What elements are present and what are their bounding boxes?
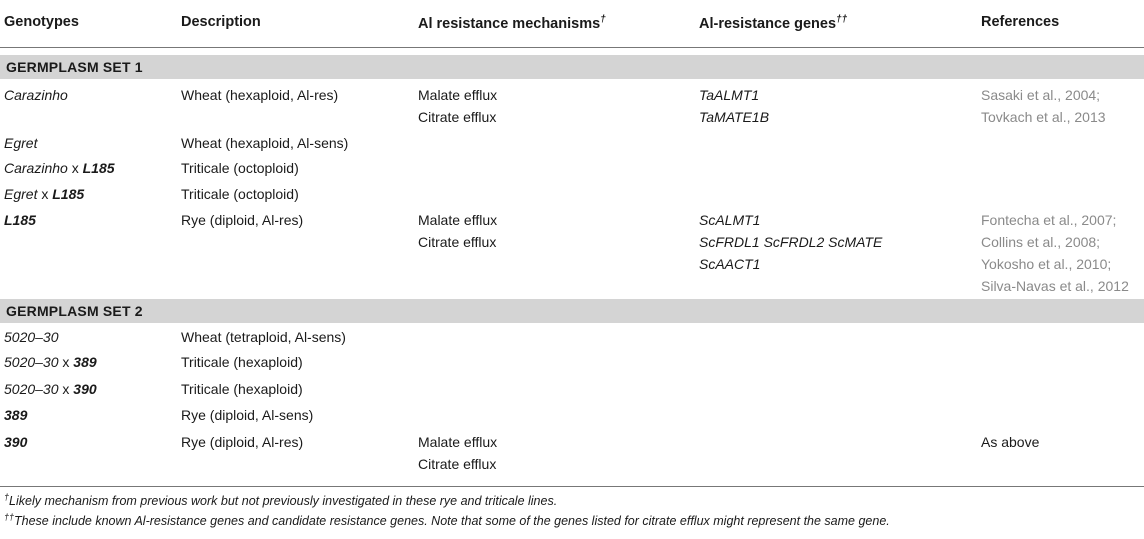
genotype-parent: Carazinho: [4, 87, 68, 103]
genotype-parent: Egret: [4, 135, 38, 151]
genotype-cell: Egret: [4, 132, 37, 154]
description-cell: Triticale (octoploid): [181, 160, 299, 176]
germplasm-set-band: GERMPLASM SET 1: [0, 55, 1144, 79]
genotype-parent: 5020–30: [4, 329, 59, 345]
reference-item: Silva-Navas et al., 2012: [981, 278, 1129, 294]
mechanism-item: Malate efflux: [418, 212, 498, 228]
description-cell: Wheat (hexaploid, Al-sens): [181, 135, 349, 151]
genotype-cell: Carazinho: [4, 84, 68, 106]
header-rule: [0, 47, 1144, 48]
genotype-cell: Carazinho x L185: [4, 157, 115, 179]
germplasm-set-band: GERMPLASM SET 2: [0, 299, 1144, 323]
reference-item: Yokosho et al., 2010;: [981, 256, 1112, 272]
description-cell: Rye (diploid, Al-res): [181, 434, 304, 450]
gene-item: ScALMT1: [699, 212, 761, 228]
header-description: Description: [181, 14, 261, 30]
genotype-cell: 5020–30 x 390: [4, 378, 97, 400]
germplasm-set-title: GERMPLASM SET 1: [6, 59, 143, 75]
genotype-rye-line: L185: [82, 160, 115, 176]
genotype-rye-line: 390: [73, 381, 97, 397]
genotype-parent: Egret: [4, 186, 38, 202]
cross-symbol: x: [58, 381, 74, 397]
header-genes: Al-resistance genes††: [699, 14, 848, 32]
genotype-rye-line: 390: [4, 434, 28, 450]
mechanism-item: Malate efflux: [418, 434, 498, 450]
description-cell: Triticale (hexaploid): [181, 381, 303, 397]
description-cell: Wheat (hexaploid, Al-res): [181, 87, 339, 103]
header-references: References: [981, 14, 1060, 30]
gene-item: TaALMT1: [699, 87, 760, 103]
genotype-rye-line: 389: [4, 407, 28, 423]
gene-item: ScAACT1: [699, 256, 761, 272]
cross-symbol: x: [37, 186, 53, 202]
genotype-rye-line: L185: [52, 186, 85, 202]
description-cell: Rye (diploid, Al-sens): [181, 407, 314, 423]
description-cell: Rye (diploid, Al-res): [181, 212, 304, 228]
reference-item: Collins et al., 2008;: [981, 234, 1101, 250]
mechanism-item: Malate efflux: [418, 87, 498, 103]
bottom-rule: [0, 486, 1144, 487]
description-cell: Wheat (tetraploid, Al-sens): [181, 329, 346, 345]
genotype-parent: 5020–30: [4, 381, 59, 397]
genotype-rye-line: 389: [73, 354, 97, 370]
genotype-parent: 5020–30: [4, 354, 59, 370]
germplasm-set-title: GERMPLASM SET 2: [6, 303, 143, 319]
gene-item: TaMATE1B: [699, 109, 770, 125]
genotype-cell: L185: [4, 209, 36, 231]
genotype-parent: Carazinho: [4, 160, 68, 176]
genotype-cell: Egret x L185: [4, 183, 84, 205]
cross-symbol: x: [58, 354, 74, 370]
footnote-2: ††These include known Al-resistance gene…: [4, 512, 890, 529]
genotype-cell: 389: [4, 404, 27, 426]
mechanism-item: Citrate efflux: [418, 109, 497, 125]
gene-item: ScFRDL1 ScFRDL2 ScMATE: [699, 234, 883, 250]
reference-item: Tovkach et al., 2013: [981, 109, 1106, 125]
genotype-cell: 390: [4, 431, 27, 453]
description-cell: Triticale (hexaploid): [181, 354, 303, 370]
mechanism-item: Citrate efflux: [418, 456, 497, 472]
genotype-rye-line: L185: [4, 212, 36, 228]
genotype-cell: 5020–30: [4, 326, 59, 348]
mechanism-item: Citrate efflux: [418, 234, 497, 250]
footnote-1: †Likely mechanism from previous work but…: [4, 492, 558, 509]
cross-symbol: x: [67, 160, 83, 176]
reference-item: Fontecha et al., 2007;: [981, 212, 1117, 228]
reference-item: As above: [981, 434, 1040, 450]
reference-item: Sasaki et al., 2004;: [981, 87, 1101, 103]
header-mechanisms: Al resistance mechanisms†: [418, 14, 606, 32]
description-cell: Triticale (octoploid): [181, 186, 299, 202]
header-genotypes: Genotypes: [4, 14, 79, 30]
genotype-cell: 5020–30 x 389: [4, 351, 97, 373]
